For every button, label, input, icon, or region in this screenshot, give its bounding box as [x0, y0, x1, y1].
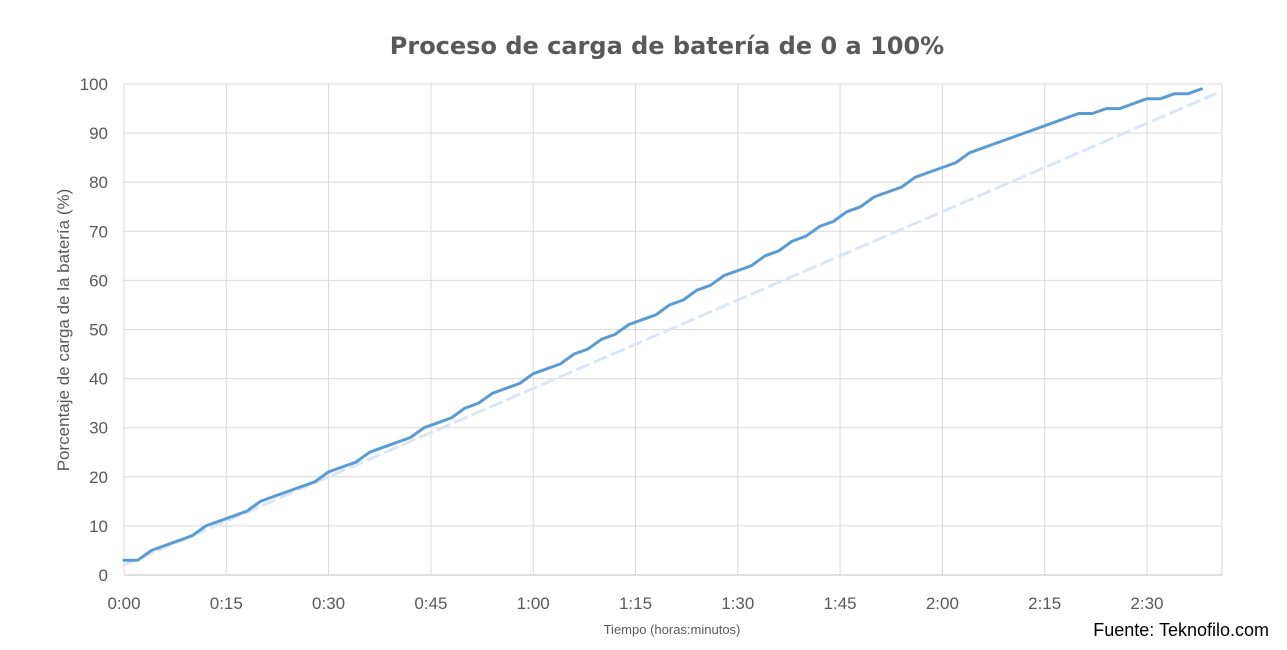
x-tick-label: 1:45	[824, 594, 857, 613]
y-tick-label: 70	[89, 222, 108, 241]
x-axis-ticks: 0:00 0:15 0:30 0:45 1:00 1:15 1:30 1:45 2:00 2:15…	[107, 594, 1163, 613]
x-tick-label: 0:15	[210, 594, 243, 613]
y-tick-label: 20	[89, 468, 108, 487]
x-tick-label: 2:30	[1130, 594, 1163, 613]
series-linear-dashed-line	[122, 92, 1217, 567]
y-axis-ticks: 0 10 20 30 40 50 60 70 80 90 100	[80, 75, 108, 585]
x-tick-label: 0:45	[414, 594, 447, 613]
x-axis-title: Tiempo (horas:minutos)	[604, 622, 741, 637]
y-tick-label: 40	[89, 370, 108, 389]
x-tick-label: 2:00	[926, 594, 959, 613]
y-tick-label: 0	[99, 566, 108, 585]
x-tick-label: 1:30	[721, 594, 754, 613]
series-group	[122, 87, 1217, 567]
chart-title: Proceso de carga de batería de 0 a 100%	[390, 32, 944, 60]
y-tick-label: 80	[89, 173, 108, 192]
y-tick-label: 90	[89, 124, 108, 143]
y-tick-label: 10	[89, 517, 108, 536]
y-axis-title: Porcentaje de carga de la batería (%)	[54, 189, 73, 472]
source-credit: Fuente: Teknofilo.com	[1093, 620, 1269, 640]
x-tick-label: 1:00	[517, 594, 550, 613]
x-tick-label: 0:30	[312, 594, 345, 613]
x-tick-label: 0:00	[107, 594, 140, 613]
series-charge-line	[122, 87, 1203, 562]
y-tick-label: 50	[89, 321, 108, 340]
y-tick-label: 60	[89, 271, 108, 290]
x-tick-label: 2:15	[1028, 594, 1061, 613]
y-tick-label: 100	[80, 75, 108, 94]
x-tick-label: 1:15	[619, 594, 652, 613]
y-tick-label: 30	[89, 419, 108, 438]
